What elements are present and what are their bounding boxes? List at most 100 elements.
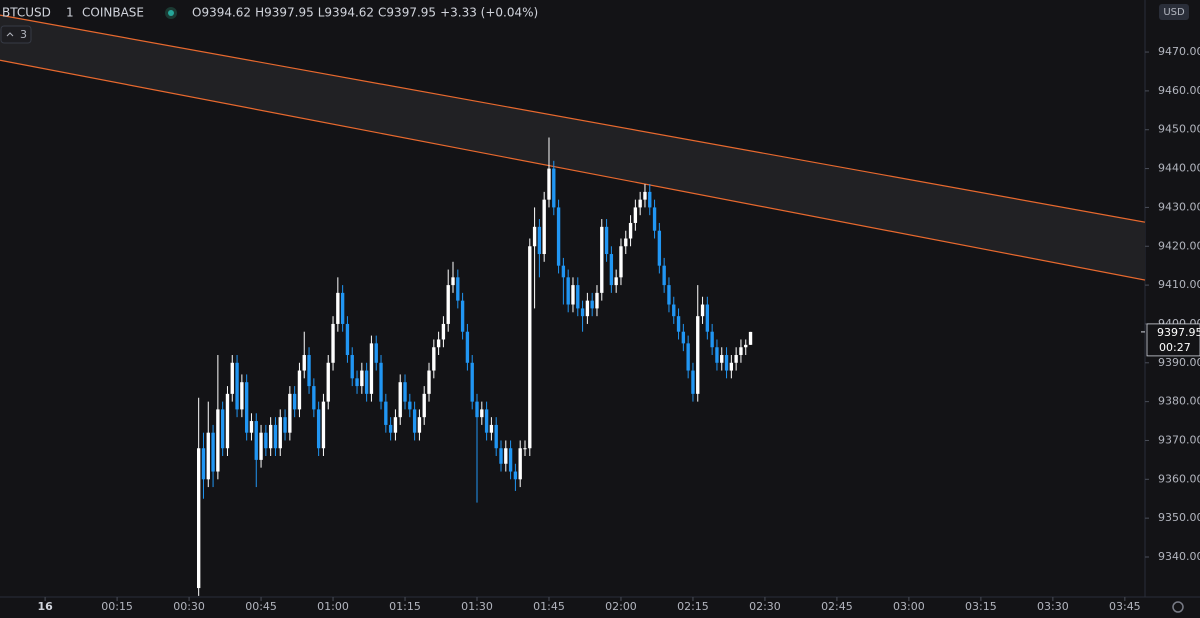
candle-body	[268, 424, 273, 449]
candle-body	[662, 265, 666, 286]
candle-body	[590, 300, 594, 309]
candle-body	[417, 417, 422, 433]
candle-body	[681, 331, 686, 344]
symbol[interactable]: BTCUSD	[2, 6, 51, 20]
candle-body	[264, 432, 268, 449]
status-dot	[168, 10, 174, 16]
x-tick-label: 02:30	[749, 600, 781, 613]
candle-body	[494, 424, 498, 449]
candle-body	[484, 409, 489, 433]
x-tick-label: 00:15	[101, 600, 133, 613]
y-tick-label: 9440.00	[1158, 162, 1200, 175]
y-tick-label: 9390.00	[1158, 356, 1200, 369]
candle-body	[350, 355, 354, 379]
candle-body	[595, 292, 599, 309]
countdown: 00:27	[1159, 341, 1191, 354]
candle-body	[475, 401, 479, 418]
candle-body	[393, 417, 398, 433]
candle-body	[700, 304, 705, 317]
x-tick-label: 16	[37, 600, 53, 613]
chevron	[6, 32, 14, 37]
candle-body	[585, 300, 590, 317]
x-tick-label: 00:30	[173, 600, 205, 613]
candle-body	[259, 432, 263, 460]
candle-body	[244, 382, 249, 433]
channel-fill	[0, 15, 1145, 281]
candle-body	[676, 316, 681, 332]
currency[interactable]: USD	[1163, 7, 1185, 18]
candle-body	[297, 370, 302, 410]
candle-body	[292, 393, 297, 410]
candle-body	[336, 292, 340, 324]
candle-body	[643, 191, 647, 200]
ohlc-value: +3.33 (+0.04%)	[440, 6, 538, 20]
y-tick-label: 9460.00	[1158, 84, 1200, 97]
y-tick-label: 9470.00	[1158, 45, 1200, 58]
exchange[interactable]: COINBASE	[82, 6, 144, 20]
candle-body	[729, 362, 734, 371]
y-tick-label: 9370.00	[1158, 433, 1200, 446]
ohlc-value: H9397.95	[255, 6, 314, 20]
candle-body	[532, 226, 537, 247]
candle-body	[518, 448, 522, 480]
price-tag-box	[1146, 323, 1200, 357]
candle-body	[230, 362, 234, 394]
candle-body	[720, 355, 724, 363]
candle-body	[201, 448, 206, 480]
candle-body	[446, 285, 450, 324]
x-tick-label: 01:15	[389, 600, 421, 613]
candle-body	[648, 191, 652, 208]
candle-body	[369, 343, 374, 394]
interval[interactable]: 1	[66, 6, 74, 20]
channel-line	[0, 14, 1146, 223]
candle-body	[566, 277, 570, 305]
x-tick-label: 01:00	[317, 600, 349, 613]
candle-body	[561, 265, 566, 278]
candle-body	[432, 347, 436, 371]
x-tick-label: 03:15	[965, 600, 997, 613]
settings-icon[interactable]	[1172, 601, 1184, 613]
x-tick-label: 03:45	[1109, 600, 1141, 613]
y-tick-label: 9410.00	[1158, 278, 1200, 291]
header: BTCUSD 1 COINBASE 3 USD O9394.62 H9397.95…	[0, 4, 1189, 613]
candle-body	[489, 424, 494, 433]
candle-body	[580, 308, 585, 317]
candle-body	[657, 230, 662, 266]
y-tick-label: 9380.00	[1158, 395, 1200, 408]
candle-body	[724, 355, 729, 371]
candle-body	[571, 285, 575, 305]
x-tick-label: 02:00	[605, 600, 637, 613]
candle-body	[331, 323, 335, 363]
candle-body	[744, 344, 748, 348]
candle-body	[504, 448, 508, 464]
candle-body	[360, 370, 364, 387]
ohlc-value: C9397.95	[378, 6, 436, 20]
candle-body	[441, 323, 446, 340]
candle-body	[345, 323, 350, 356]
candle-body	[355, 378, 359, 387]
x-tick-label: 01:30	[461, 600, 493, 613]
currency-box[interactable]	[1159, 4, 1189, 20]
candle-body	[278, 417, 282, 449]
y-tick-label: 9340.00	[1158, 550, 1200, 563]
y-tick-label: 9360.00	[1158, 472, 1200, 485]
x-tick-label: 03:00	[893, 600, 925, 613]
candle-body	[480, 409, 484, 418]
candle-body	[633, 207, 638, 223]
candle-body	[403, 382, 407, 402]
candle-body	[652, 207, 657, 231]
candle-body	[307, 355, 311, 387]
candle-body	[249, 421, 254, 433]
candle-body	[312, 386, 316, 410]
candle-body	[225, 393, 230, 449]
candle-body	[321, 401, 326, 449]
y-tick-label: 9430.00	[1158, 200, 1200, 213]
candle-body	[628, 222, 633, 239]
candle-body	[240, 382, 244, 410]
candle-body	[427, 370, 431, 394]
indicator-count[interactable]: 3	[20, 28, 27, 41]
candle-body	[436, 339, 441, 348]
candle-body	[691, 370, 695, 394]
indicator-toggle[interactable]	[0, 25, 32, 44]
